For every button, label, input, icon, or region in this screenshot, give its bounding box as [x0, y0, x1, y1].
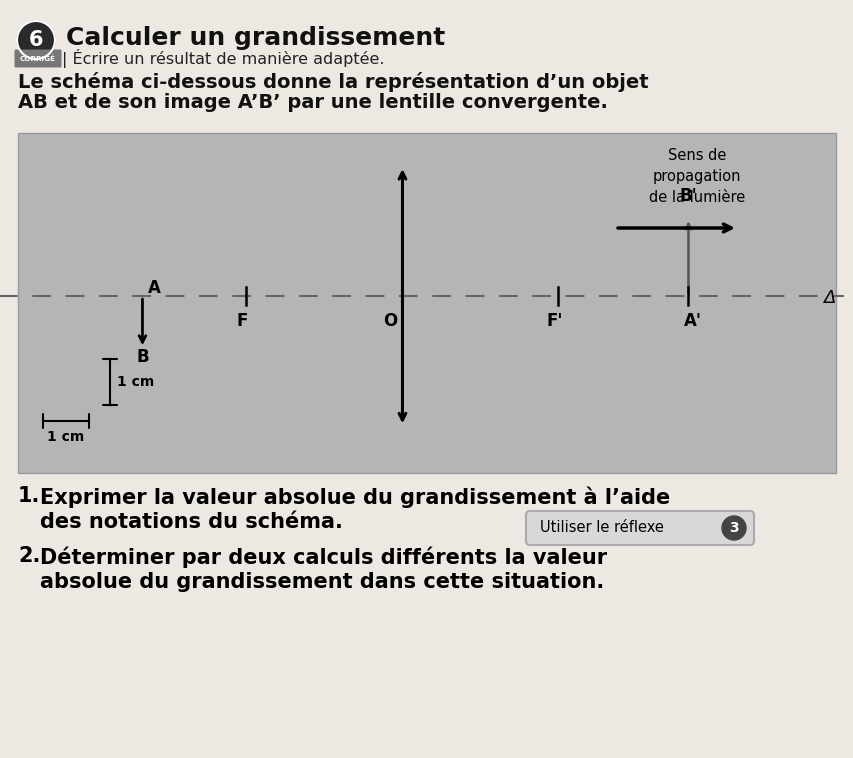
Text: | Écrire un résultat de manière adaptée.: | Écrire un résultat de manière adaptée.	[62, 49, 384, 67]
FancyBboxPatch shape	[15, 49, 61, 67]
Text: O: O	[383, 312, 397, 330]
Text: 1 cm: 1 cm	[47, 430, 84, 444]
Text: AB et de son image A’B’ par une lentille convergente.: AB et de son image A’B’ par une lentille…	[18, 93, 607, 112]
Text: F': F'	[546, 312, 562, 330]
Text: Δ: Δ	[821, 290, 834, 307]
Text: Calculer un grandissement: Calculer un grandissement	[66, 26, 444, 50]
Text: Exprimer la valeur absolue du grandissement à l’aide: Exprimer la valeur absolue du grandissem…	[40, 486, 670, 508]
Text: des notations du schéma.: des notations du schéma.	[40, 512, 342, 532]
Text: Utiliser le réflexe: Utiliser le réflexe	[539, 521, 663, 535]
Text: Le schéma ci-dessous donne la représentation d’un objet: Le schéma ci-dessous donne la représenta…	[18, 72, 648, 92]
FancyBboxPatch shape	[525, 511, 753, 545]
Text: CORRIGÉ: CORRIGÉ	[20, 55, 56, 61]
Text: A: A	[148, 279, 160, 297]
Text: 1.: 1.	[18, 486, 40, 506]
Text: 6: 6	[29, 30, 44, 50]
Bar	[18, 133, 835, 473]
Text: 3: 3	[728, 521, 738, 535]
Text: Déterminer par deux calculs différents la valeur: Déterminer par deux calculs différents l…	[40, 546, 606, 568]
Circle shape	[721, 516, 746, 540]
Text: A': A'	[682, 312, 700, 330]
Text: absolue du grandissement dans cette situation.: absolue du grandissement dans cette situ…	[40, 572, 604, 592]
Text: F: F	[236, 312, 248, 330]
Text: B: B	[136, 349, 148, 366]
Circle shape	[17, 21, 55, 59]
Text: 2.: 2.	[18, 546, 40, 566]
Text: Sens de
propagation
de la lumière: Sens de propagation de la lumière	[648, 148, 744, 205]
Text: 1 cm: 1 cm	[117, 375, 154, 389]
Text: B': B'	[679, 187, 697, 205]
